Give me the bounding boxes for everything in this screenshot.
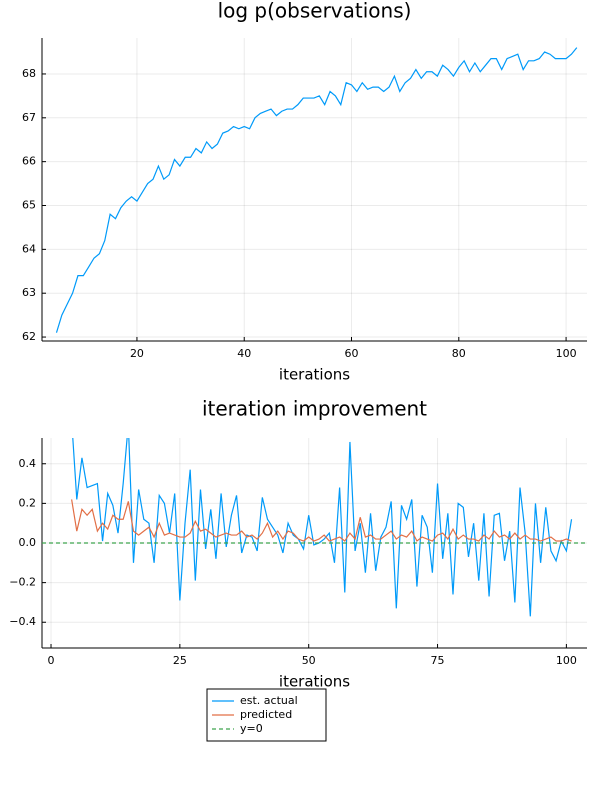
legend-label: predicted [240, 708, 292, 721]
x-tick-label: 80 [452, 347, 466, 360]
chart-title: iteration improvement [202, 397, 427, 421]
x-axis-label: iterations [279, 673, 350, 691]
y-tick-label: 0.2 [19, 496, 37, 509]
plot-area [55, 47, 578, 333]
x-tick-label: 40 [237, 347, 251, 360]
y-tick-label: 66 [22, 155, 36, 168]
x-tick-label: 50 [302, 654, 316, 667]
x-tick-label: 100 [556, 347, 577, 360]
x-tick-label: 20 [130, 347, 144, 360]
data-line [72, 438, 573, 617]
x-tick-label: 60 [345, 347, 359, 360]
x-tick-label: 0 [48, 654, 55, 667]
plot-area [42, 438, 587, 617]
x-tick-label: 100 [556, 654, 577, 667]
x-axis-label: iterations [279, 366, 350, 384]
y-tick-label: 0.0 [19, 536, 37, 549]
y-tick-label: 64 [22, 242, 36, 255]
legend-label: est. actual [240, 694, 298, 707]
legend-label: y=0 [240, 722, 263, 735]
y-tick-label: 63 [22, 286, 36, 299]
y-tick-label: 62 [22, 330, 36, 343]
data-line [55, 47, 578, 333]
data-line [71, 499, 572, 542]
y-tick-label: −0.4 [9, 615, 36, 628]
y-tick-label: 68 [22, 67, 36, 80]
y-tick-label: 65 [22, 199, 36, 212]
x-tick-label: 25 [173, 654, 187, 667]
x-tick-label: 75 [431, 654, 445, 667]
chart-title: log p(observations) [218, 0, 412, 23]
y-tick-label: 0.4 [19, 457, 37, 470]
y-tick-label: 67 [22, 111, 36, 124]
y-tick-label: −0.2 [9, 576, 36, 589]
